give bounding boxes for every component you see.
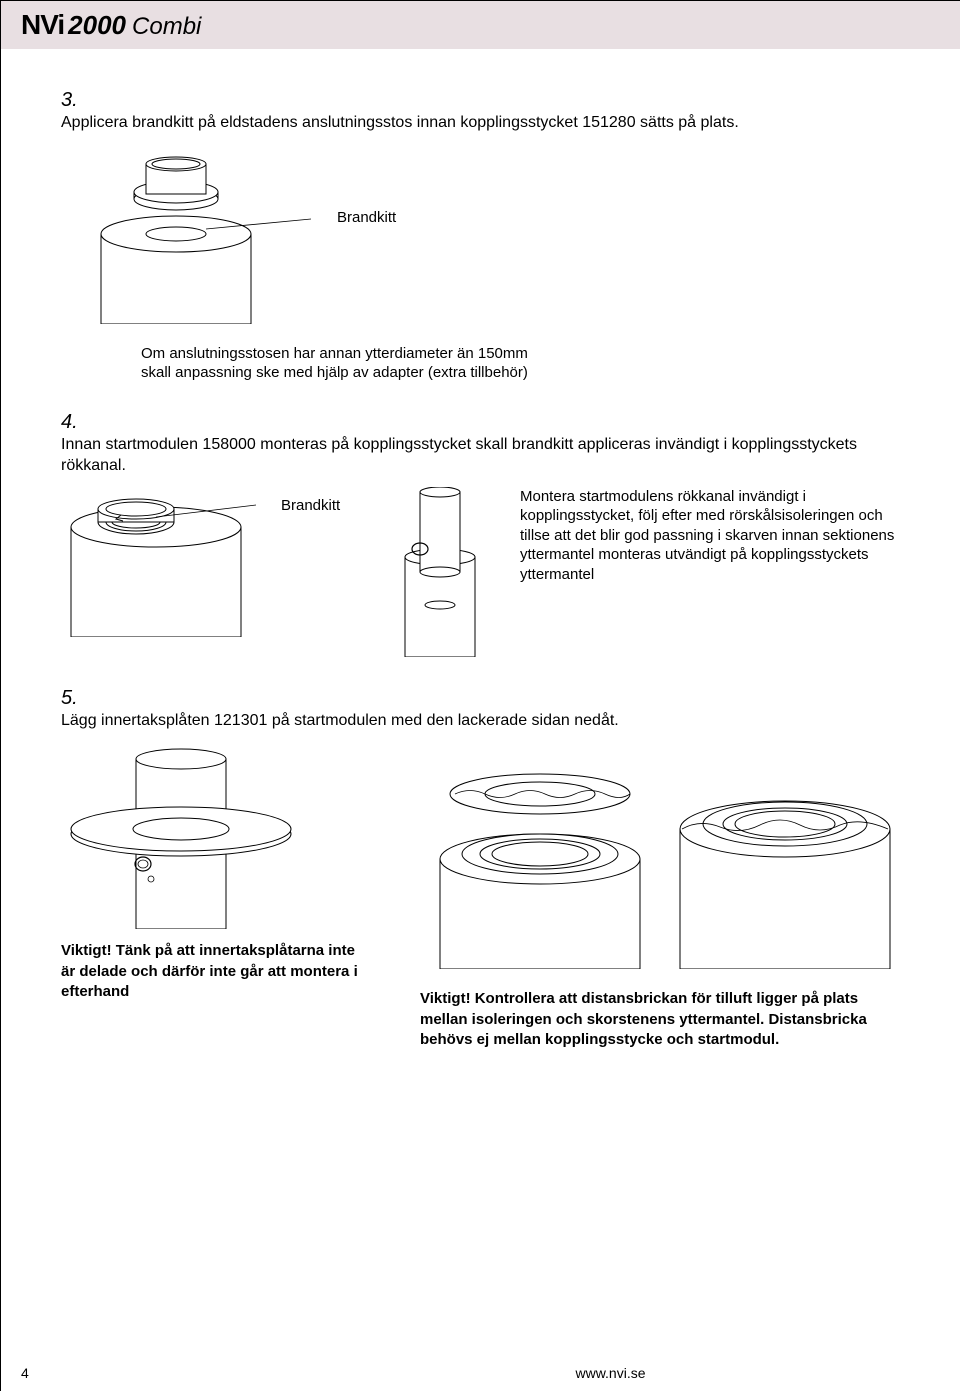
step4-callout-brandkitt: Brandkitt <box>281 497 360 514</box>
step5-number: 5. <box>61 687 900 710</box>
logo-brand: NVi <box>21 9 64 41</box>
step3-callout-brandkitt: Brandkitt <box>337 209 396 226</box>
logo-variant: Combi <box>132 13 201 41</box>
step5-illustration-right <box>420 739 900 969</box>
step5-illustration-left <box>61 739 400 929</box>
step4-figure-row: Brandkitt Montera startmodulens rökkanal… <box>61 487 900 657</box>
step4-text: Innan startmodulen 158000 monteras på ko… <box>61 434 900 477</box>
step5-right-column: Viktigt! Kontrollera att distansbrickan … <box>420 739 900 1050</box>
step4-side-text: Montera startmodulens rökkanal invändigt… <box>520 487 900 585</box>
step3-number: 3. <box>61 89 900 112</box>
page-number: 4 <box>21 1365 61 1381</box>
step4-number: 4. <box>61 411 900 434</box>
page-footer: 4 www.nvi.se <box>1 1365 960 1381</box>
step3-text: Applicera brandkitt på eldstadens anslut… <box>61 112 900 134</box>
product-logo: NVi 2000 Combi <box>21 9 201 41</box>
page-content: 3. Applicera brandkitt på eldstadens ans… <box>1 49 960 1050</box>
step4-illustration-left <box>61 487 261 637</box>
step5-text: Lägg innertaksplåten 121301 på startmodu… <box>61 710 900 732</box>
step5-figure-row: Viktigt! Tänk på att innertaksplåtarna i… <box>61 739 900 1050</box>
footer-url: www.nvi.se <box>281 1365 940 1381</box>
step4-illustration-right <box>380 487 500 657</box>
step5-important-right: Viktigt! Kontrollera att distansbrickan … <box>420 989 880 1050</box>
step5-left-column: Viktigt! Tänk på att innertaksplåtarna i… <box>61 739 400 1002</box>
document-page: NVi 2000 Combi 3. Applicera brandkitt på… <box>0 0 960 1391</box>
step3-figure-row: Brandkitt <box>61 144 900 324</box>
logo-model: 2000 <box>68 10 126 41</box>
step3-illustration <box>61 144 321 324</box>
step5-important-left: Viktigt! Tänk på att innertaksplåtarna i… <box>61 941 361 1002</box>
step3-adapter-note: Om anslutningsstosen har annan ytterdiam… <box>141 344 541 383</box>
product-header: NVi 2000 Combi <box>1 1 960 49</box>
